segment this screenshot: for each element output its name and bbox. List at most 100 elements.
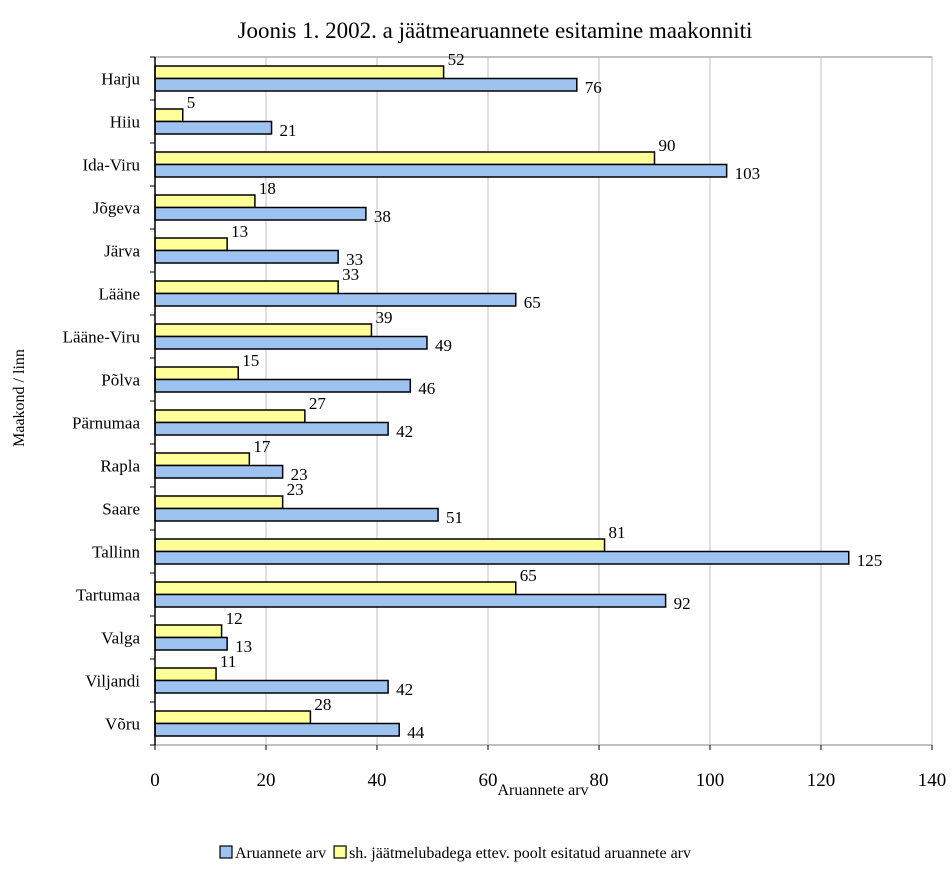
bar-secondary xyxy=(154,151,656,166)
bars xyxy=(154,65,850,737)
bar-primary xyxy=(154,77,578,92)
x-tick-label: 100 xyxy=(696,770,725,791)
legend-label: Aruannete arv xyxy=(235,845,326,862)
category-label: Saare xyxy=(102,500,140,519)
data-label: 65 xyxy=(524,293,541,312)
bar-secondary xyxy=(154,495,284,510)
bar-primary xyxy=(154,206,367,221)
category-label: Tartumaa xyxy=(76,586,140,605)
data-label: 81 xyxy=(609,523,626,542)
data-label: 13 xyxy=(235,637,252,656)
data-label: 103 xyxy=(735,164,761,183)
data-label: 5 xyxy=(187,93,196,112)
tick-labels: 0 20 40 60 80 100 120 140 xyxy=(150,770,946,791)
bar-primary xyxy=(154,249,339,264)
bar-primary xyxy=(154,464,284,479)
data-label: 13 xyxy=(231,222,248,241)
data-label: 23 xyxy=(291,465,308,484)
data-label: 27 xyxy=(309,394,327,413)
category-label: Hiiu xyxy=(110,113,141,132)
data-label: 39 xyxy=(375,308,392,327)
bar-primary xyxy=(154,550,850,565)
data-label: 49 xyxy=(435,336,452,355)
category-label: Ida-Viru xyxy=(82,156,140,175)
legend-swatch xyxy=(219,845,233,859)
bar-primary xyxy=(154,421,389,436)
category-label: Võru xyxy=(105,715,140,734)
bar-primary xyxy=(154,722,400,737)
category-label: Põlva xyxy=(101,371,140,390)
data-label: 90 xyxy=(659,136,676,155)
data-label: 44 xyxy=(407,723,425,742)
data-label: 46 xyxy=(418,379,435,398)
bar-secondary xyxy=(154,65,445,80)
data-label: 28 xyxy=(314,695,331,714)
data-label: 18 xyxy=(259,179,276,198)
category-label: Järva xyxy=(104,242,140,261)
data-label: 17 xyxy=(253,437,271,456)
bar-secondary xyxy=(154,323,373,338)
category-label: Valga xyxy=(101,629,140,648)
x-tick-label: 20 xyxy=(257,770,276,791)
bar-primary xyxy=(154,636,228,651)
data-label: 12 xyxy=(226,609,243,628)
x-tick-label: 80 xyxy=(590,770,609,791)
category-label: Harju xyxy=(101,70,140,89)
bar-secondary xyxy=(154,194,256,209)
x-tick-label: 0 xyxy=(150,770,160,791)
bar-secondary xyxy=(154,366,239,381)
bar-primary xyxy=(154,378,412,393)
bar-secondary xyxy=(154,624,223,639)
category-label: Rapla xyxy=(100,457,140,476)
x-axis-label: Aruannete arv xyxy=(497,782,588,799)
bar-primary xyxy=(154,163,728,178)
bar-primary xyxy=(154,292,517,307)
bar-secondary xyxy=(154,710,312,725)
bar-secondary xyxy=(154,452,251,467)
data-label: 21 xyxy=(280,121,297,140)
x-tick-label: 140 xyxy=(918,770,947,791)
category-labels: Harju Hiiu Ida-Viru Jõgeva Järva Lääne Lääne-V… xyxy=(63,70,141,734)
data-label: 65 xyxy=(520,566,537,585)
data-label: 125 xyxy=(857,551,883,570)
axes xyxy=(150,56,933,750)
category-label: Tallinn xyxy=(92,543,140,562)
bar-secondary xyxy=(154,581,517,596)
data-label: 15 xyxy=(242,351,259,370)
legend: Aruannete arv sh. jäätmelubadega ettev. p… xyxy=(219,845,691,862)
bar-primary xyxy=(154,120,273,135)
x-tick-label: 40 xyxy=(368,770,387,791)
bar-secondary xyxy=(154,280,339,295)
bar-secondary xyxy=(154,538,606,553)
bar-primary xyxy=(154,679,389,694)
legend-swatch xyxy=(333,845,347,859)
data-label: 42 xyxy=(396,422,413,441)
data-label: 23 xyxy=(287,480,304,499)
bar-primary xyxy=(154,593,667,608)
category-label: Viljandi xyxy=(85,672,140,691)
bar-secondary xyxy=(154,108,184,123)
y-axis-label: Maakond / linn xyxy=(11,349,28,447)
bar-primary xyxy=(154,507,439,522)
category-label: Pärnumaa xyxy=(72,414,140,433)
category-label: Lääne-Viru xyxy=(63,328,141,347)
bar-secondary xyxy=(154,667,217,682)
category-label: Lääne xyxy=(98,285,140,304)
data-label: 51 xyxy=(446,508,463,527)
data-label: 76 xyxy=(585,78,602,97)
bar-secondary xyxy=(154,409,306,424)
data-label: 11 xyxy=(220,652,236,671)
bar-secondary xyxy=(154,237,228,252)
chart-title: Joonis 1. 2002. a jäätmearuannete esitam… xyxy=(238,18,753,43)
x-tick-label: 60 xyxy=(479,770,498,791)
data-label: 42 xyxy=(396,680,413,699)
x-tick-label: 120 xyxy=(807,770,836,791)
data-label: 38 xyxy=(374,207,391,226)
legend-label: sh. jäätmelubadega ettev. poolt esitatud… xyxy=(349,845,691,862)
data-label: 52 xyxy=(448,50,465,69)
bar-primary xyxy=(154,335,428,350)
data-label: 33 xyxy=(342,265,359,284)
data-label: 33 xyxy=(346,250,363,269)
